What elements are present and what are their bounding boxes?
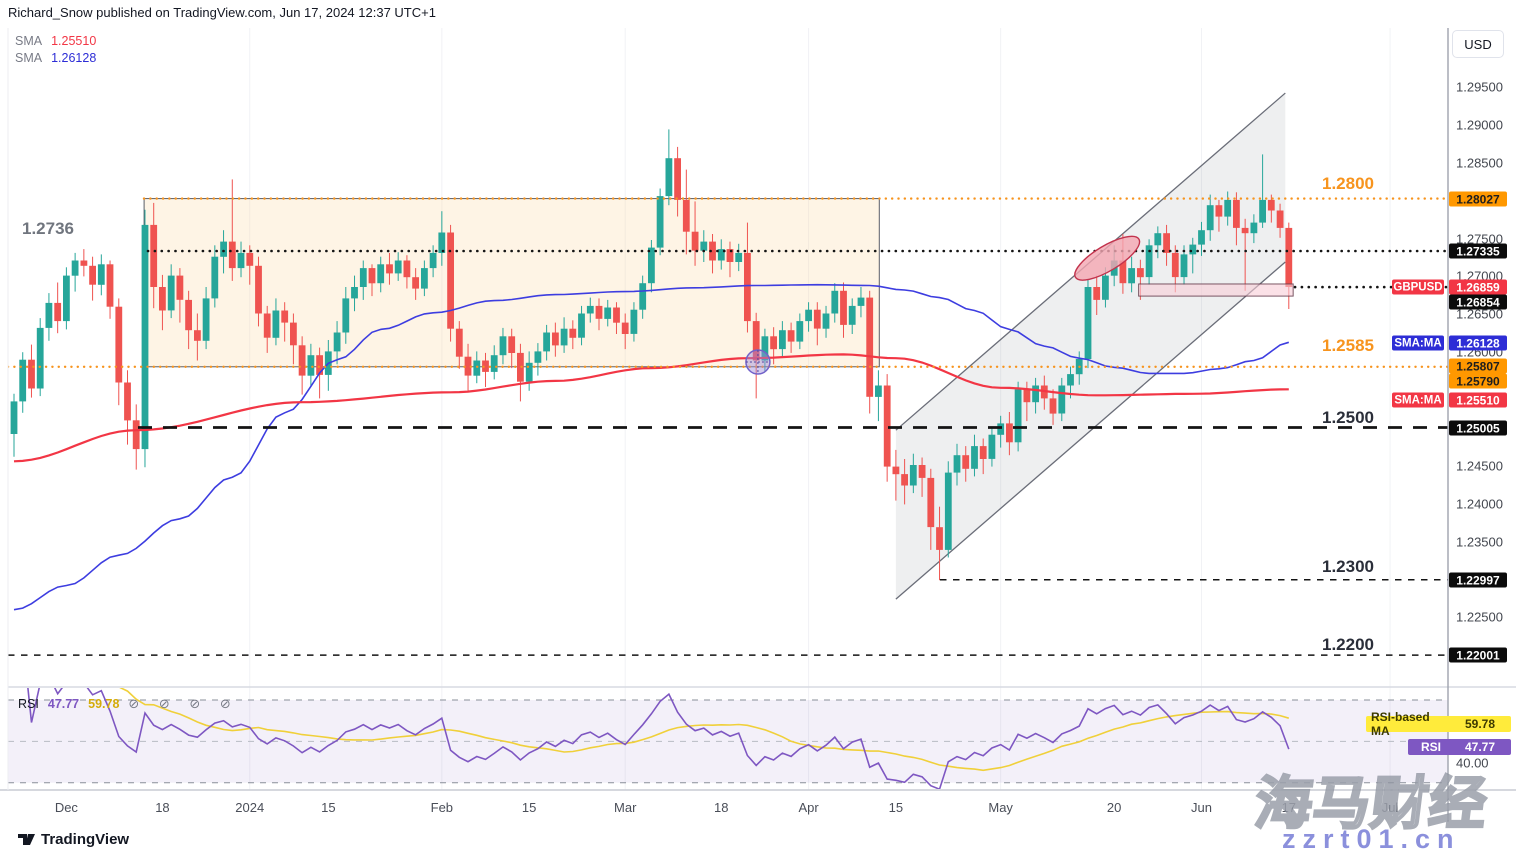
time-axis-label: 20 — [1106, 800, 1122, 815]
rsi-scale-box: RSI-based MA — [1366, 710, 1454, 738]
time-axis-label: 15 — [521, 800, 537, 815]
price-scale-box: 1.25807 — [1449, 358, 1507, 374]
sma-label: SMA — [15, 34, 43, 48]
price-scale-box: 1.27335 — [1449, 243, 1507, 259]
price-scale-tick: 1.27500 — [1456, 231, 1503, 247]
price-level-label: 1.2200 — [1322, 635, 1374, 655]
time-axis-label: 17 — [1281, 800, 1297, 815]
sma-label: SMA — [15, 51, 43, 65]
price-level-label: 1.2500 — [1322, 407, 1374, 427]
rsi-scale-box: 47.77 — [1449, 739, 1511, 755]
price-scale-box: 1.25790 — [1449, 373, 1507, 389]
price-scale-tick: 1.29500 — [1456, 79, 1503, 95]
price-scale-tick: 1.24500 — [1456, 458, 1503, 474]
time-axis-label: Mar — [614, 800, 637, 815]
price-scale-box: 1.26859 — [1449, 279, 1507, 295]
price-scale-tick: 1.24000 — [1456, 496, 1503, 512]
time-axis-label: 18 — [714, 800, 729, 815]
price-scale-box: 1.25005 — [1449, 420, 1507, 436]
time-axis-label: 2024 — [235, 800, 265, 815]
time-axis-label: Jul — [1381, 800, 1399, 815]
indicator-legend[interactable]: SMA 1.25510 SMA 1.26128 — [15, 33, 96, 67]
time-axis-label: Feb — [430, 800, 454, 815]
time-axis-label: Apr — [798, 800, 819, 815]
price-scale-box: 1.22001 — [1449, 647, 1507, 663]
price-scale-box: 1.26128 — [1449, 335, 1507, 351]
price-scale-box: 1.26854 — [1449, 294, 1507, 310]
watermark-site: zzrt01.cn — [1282, 824, 1461, 854]
publish-byline: Richard_Snow published on TradingView.co… — [8, 5, 436, 20]
sma-value: 1.25510 — [51, 34, 97, 48]
price-scale-tick: 1.28500 — [1456, 155, 1503, 171]
rsi-ma-value: 59.78 — [88, 697, 120, 711]
rsi-scale-tick: 40.00 — [1456, 755, 1489, 771]
price-level-label: 1.2300 — [1322, 556, 1374, 576]
tradingview-logo-text: TradingView — [41, 831, 130, 848]
price-scale-tick: 1.22500 — [1456, 609, 1503, 625]
price-scale-box: 1.28027 — [1449, 191, 1507, 207]
time-axis-label: Dec — [54, 800, 78, 815]
price-level-label: 1.2585 — [1322, 335, 1374, 355]
rsi-scale-box: 59.78 — [1449, 716, 1511, 732]
price-level-label: 1.2736 — [22, 219, 74, 239]
price-scale-box: 1.22997 — [1449, 572, 1507, 588]
price-scale-box: 1.25510 — [1449, 392, 1507, 408]
sma-legend-row[interactable]: SMA 1.25510 — [15, 33, 96, 50]
price-scale-tick: 1.29000 — [1456, 117, 1503, 133]
time-axis-label: 15 — [321, 800, 336, 815]
rsi-value: 47.77 — [47, 697, 80, 711]
price-scale-tick: 1.23500 — [1456, 534, 1503, 550]
price-scale-tick: 1.26500 — [1456, 306, 1503, 322]
series-tag: SMA:MA — [1392, 392, 1444, 408]
time-axis-label: May — [988, 800, 1013, 815]
rsi-scale-box: RSI — [1408, 739, 1454, 755]
tradingview-logo-icon — [18, 834, 35, 845]
sma-value: 1.26128 — [51, 51, 97, 65]
tradingview-logo[interactable]: TradingView — [18, 831, 129, 848]
time-axis-label: 15 — [888, 800, 904, 815]
rsi-title: RSI — [18, 697, 39, 711]
time-axis-label: Jun — [1190, 800, 1212, 815]
hidden-indicator-icons: ⊘ ⊘ ⊘ ⊘ — [128, 696, 239, 711]
series-tag: GBPUSD — [1392, 279, 1444, 295]
time-axis-label: 18 — [155, 800, 170, 815]
series-tag: SMA:MA — [1392, 335, 1444, 351]
sma-legend-row[interactable]: SMA 1.26128 — [15, 50, 96, 67]
price-level-label: 1.2800 — [1322, 173, 1374, 193]
rsi-legend[interactable]: RSI 47.77 59.78 ⊘ ⊘ ⊘ ⊘ — [18, 696, 239, 712]
currency-selector-button[interactable]: USD — [1452, 30, 1504, 58]
